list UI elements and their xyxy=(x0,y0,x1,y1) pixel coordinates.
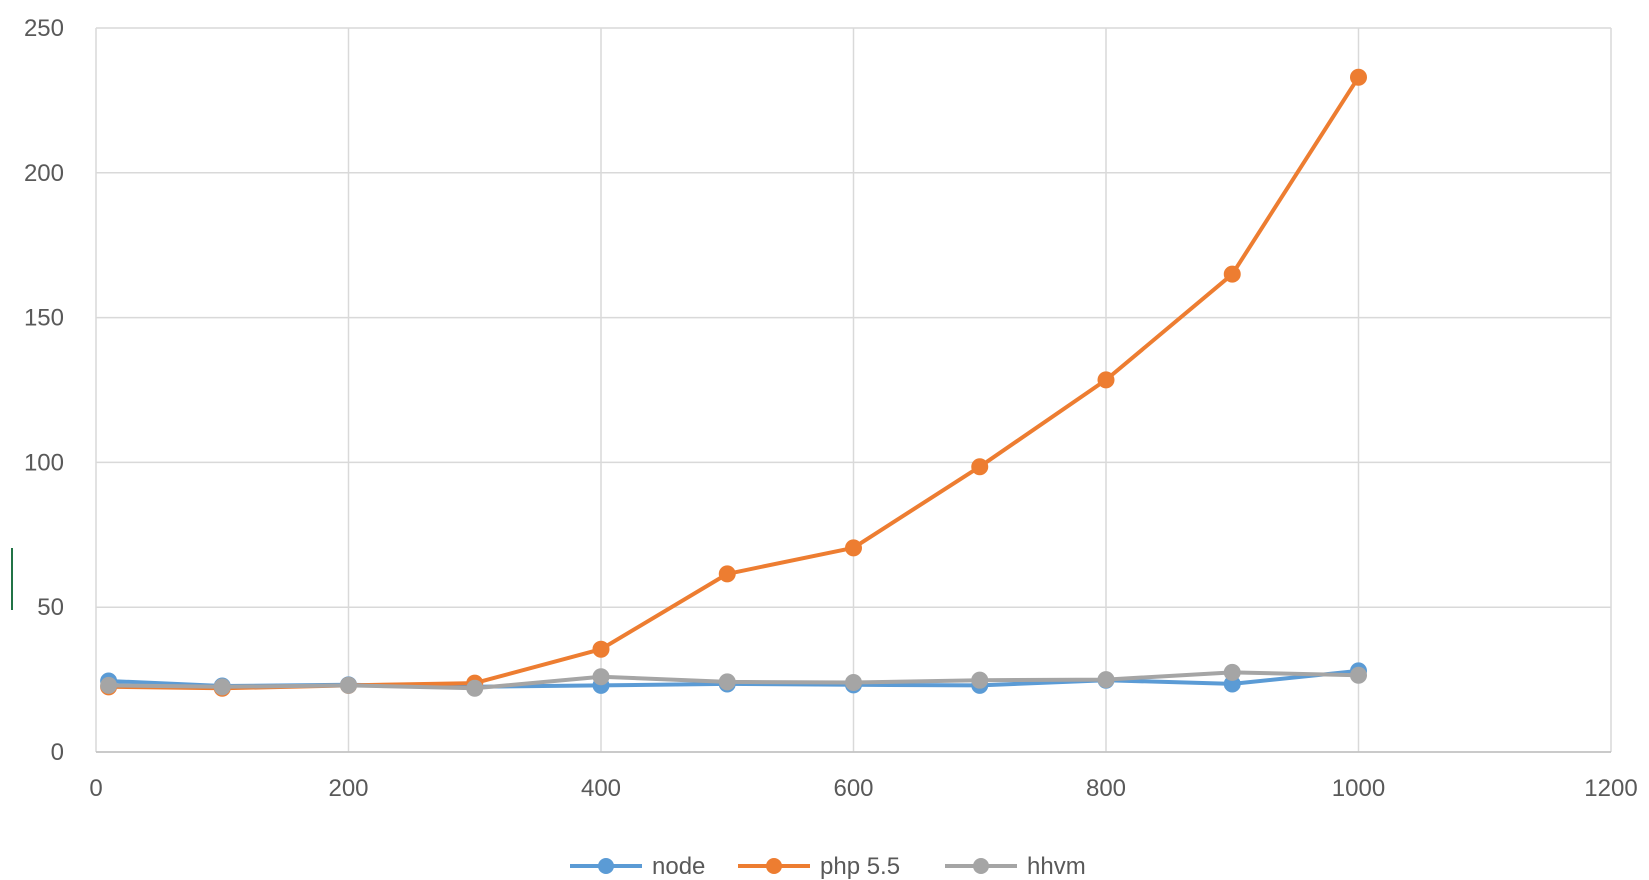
data-point xyxy=(1097,671,1115,689)
y-tick-label: 50 xyxy=(37,594,64,621)
data-point xyxy=(1350,666,1367,684)
data-point xyxy=(1350,68,1367,86)
legend: node php 5.5 hhvm xyxy=(570,853,1086,880)
x-tick-label: 0 xyxy=(89,775,102,802)
data-point xyxy=(845,539,862,557)
x-tick-label: 800 xyxy=(1086,775,1126,802)
series-hhvm xyxy=(100,663,1367,697)
legend-item: hhvm xyxy=(945,853,1086,880)
legend-key-marker xyxy=(766,858,782,874)
y-tick-label: 100 xyxy=(24,449,64,476)
data-point xyxy=(845,673,862,691)
gridlines xyxy=(95,27,1612,753)
y-tick-label: 150 xyxy=(24,305,64,332)
y-tick-label: 250 xyxy=(24,15,64,42)
y-tick-label: 0 xyxy=(51,739,64,766)
legend-label: hhvm xyxy=(1027,853,1086,880)
selection-indicator xyxy=(11,548,13,610)
legend-item: php 5.5 xyxy=(738,853,900,880)
legend-key-marker xyxy=(973,858,989,874)
x-tick-label: 1200 xyxy=(1584,775,1637,802)
legend-key-marker xyxy=(598,858,614,874)
data-point xyxy=(971,458,989,476)
data-point xyxy=(340,676,357,694)
data-point xyxy=(718,565,736,583)
legend-item: node xyxy=(570,853,705,880)
x-axis-ticks: 0 200 400 600 800 1000 1200 xyxy=(89,775,1637,802)
data-point xyxy=(1097,371,1115,389)
x-tick-label: 400 xyxy=(581,775,621,802)
data-point xyxy=(971,671,989,689)
data-point xyxy=(100,676,118,694)
data-point xyxy=(592,668,610,686)
legend-label: php 5.5 xyxy=(820,853,900,880)
series-php-5-5 xyxy=(100,68,1367,697)
data-point xyxy=(592,640,610,658)
data-point xyxy=(1223,265,1241,283)
y-tick-label: 200 xyxy=(24,160,64,187)
x-tick-label: 200 xyxy=(328,775,368,802)
data-point xyxy=(466,679,484,697)
series-line xyxy=(106,75,1361,691)
data-point xyxy=(718,673,736,691)
legend-label: node xyxy=(652,853,705,880)
data-point xyxy=(213,678,231,696)
x-tick-label: 1000 xyxy=(1332,775,1385,802)
data-point xyxy=(1223,663,1241,681)
x-tick-label: 600 xyxy=(833,775,873,802)
y-axis-ticks: 0 50 100 150 200 250 xyxy=(24,15,64,766)
